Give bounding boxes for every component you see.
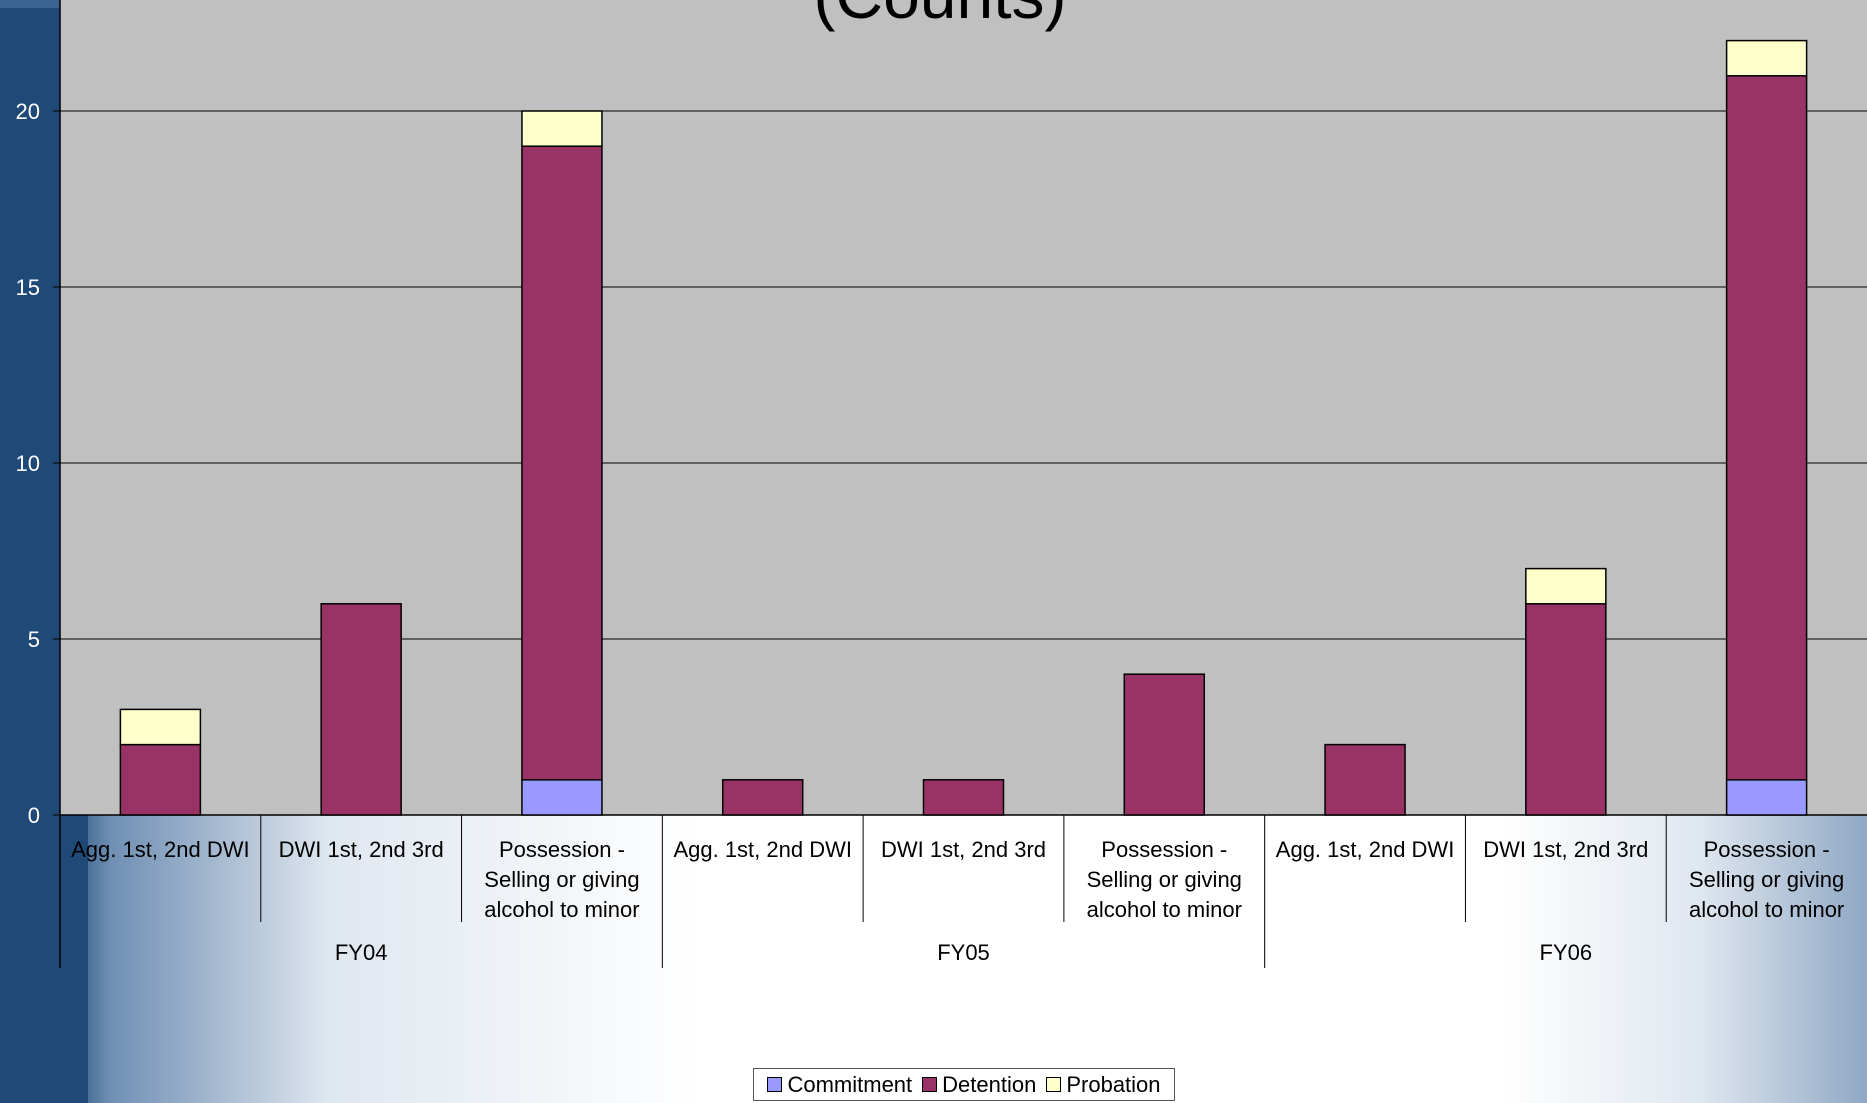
y-tick-label: 0 [28, 803, 40, 828]
bar-probation [521, 110, 603, 147]
chart-legend: Commitment Detention Probation [753, 1068, 1175, 1101]
bar-detention [1123, 673, 1206, 816]
legend-label: Detention [942, 1071, 1037, 1097]
x-category-label: DWI 1st, 2nd 3rd [279, 837, 444, 862]
x-category-label: Possession - [499, 837, 625, 862]
bar-detention [119, 743, 202, 816]
bar-commitment [1725, 779, 1808, 816]
bar-detention [922, 779, 1005, 816]
bar-detention [721, 779, 804, 816]
x-group-label: FY04 [335, 940, 388, 965]
legend-label: Commitment [787, 1071, 913, 1097]
legend-swatch [922, 1077, 938, 1092]
x-category-label: alcohol to minor [1087, 897, 1242, 922]
bar-probation [1525, 567, 1607, 605]
legend-swatch [1046, 1077, 1062, 1092]
y-tick-label: 5 [28, 627, 40, 652]
bar-probation [119, 708, 202, 746]
bar-detention [1725, 75, 1808, 781]
bar-probation [1725, 39, 1808, 77]
legend-label: Probation [1066, 1071, 1161, 1097]
x-category-label: alcohol to minor [484, 897, 639, 922]
x-category-label: Selling or giving [1689, 867, 1844, 892]
bar-detention [1324, 743, 1406, 816]
bar-commitment [521, 779, 603, 816]
x-category-label: Selling or giving [484, 867, 639, 892]
x-category-label: Agg. 1st, 2nd DWI [71, 837, 250, 862]
legend-item: Commitment [767, 1072, 912, 1098]
y-tick-label: 10 [16, 451, 40, 476]
bar-detention [1525, 603, 1607, 816]
legend-item: Detention [922, 1072, 1036, 1098]
x-group-label: FY06 [1540, 940, 1593, 965]
x-category-label: DWI 1st, 2nd 3rd [1483, 837, 1648, 862]
y-tick-label: 20 [16, 99, 40, 124]
x-category-label: Selling or giving [1087, 867, 1242, 892]
bar-detention [320, 603, 402, 816]
x-category-label: Possession - [1704, 837, 1830, 862]
x-group-label: FY05 [937, 940, 990, 965]
x-category-label: Agg. 1st, 2nd DWI [673, 837, 852, 862]
y-tick-label: 15 [16, 275, 40, 300]
x-category-label: Agg. 1st, 2nd DWI [1276, 837, 1455, 862]
bar-detention [521, 145, 603, 781]
x-category-label: alcohol to minor [1689, 897, 1844, 922]
chart-title: (Counts) [813, 0, 1066, 32]
legend-swatch [767, 1077, 783, 1092]
legend-item: Probation [1046, 1071, 1161, 1098]
x-category-label: Possession - [1101, 837, 1227, 862]
x-category-label: DWI 1st, 2nd 3rd [881, 837, 1046, 862]
